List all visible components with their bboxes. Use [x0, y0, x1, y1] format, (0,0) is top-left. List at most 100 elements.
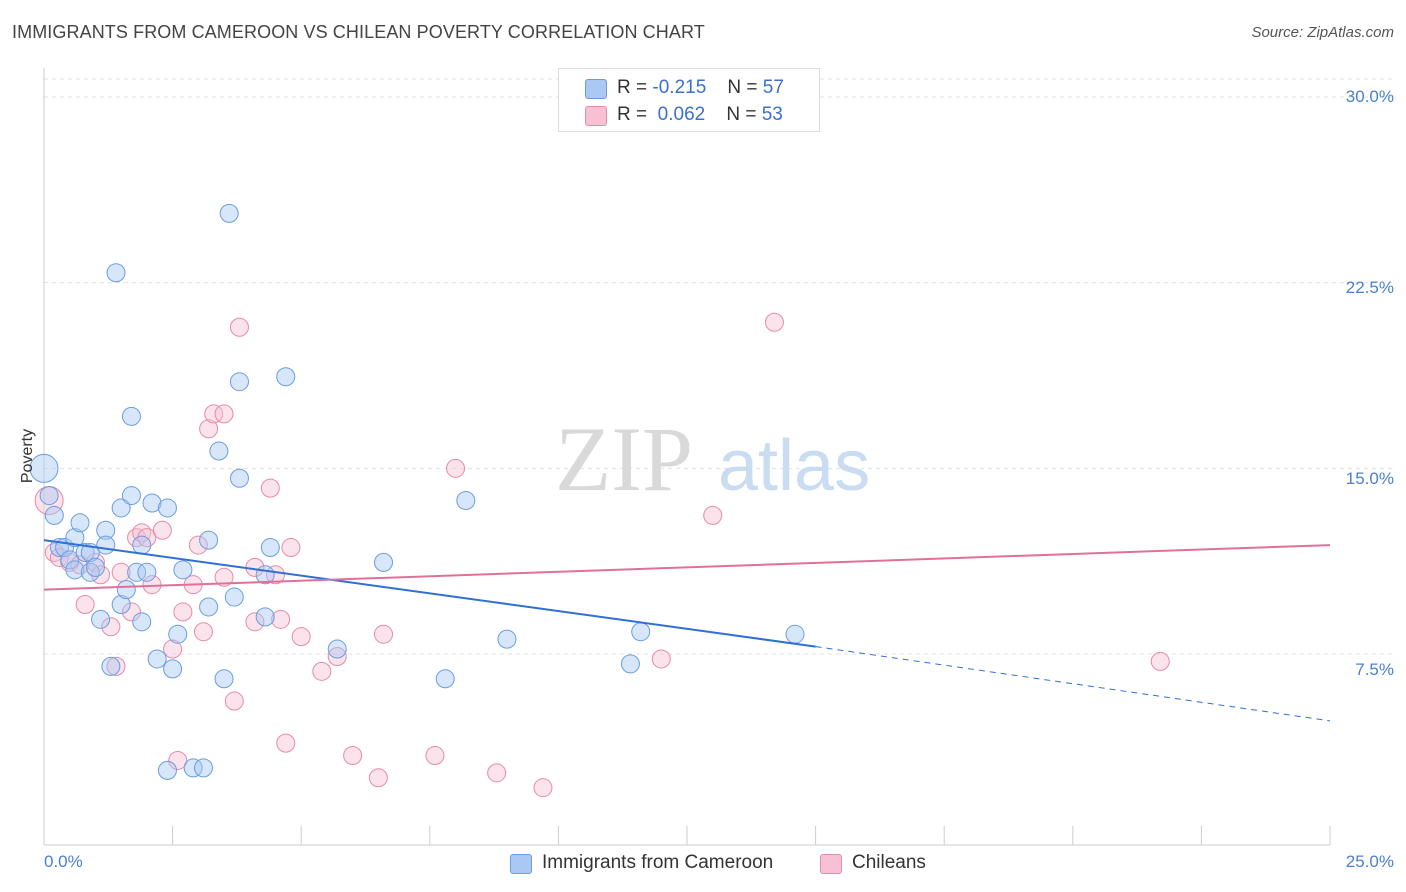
data-point: [147, 649, 167, 669]
data-point: [101, 656, 121, 676]
data-point: [60, 550, 80, 570]
data-point: [343, 745, 363, 765]
data-point: [260, 538, 280, 558]
data-point: [173, 560, 193, 580]
data-point: [703, 505, 723, 525]
data-point: [193, 758, 213, 778]
data-point: [70, 513, 90, 533]
legend-label-chileans: Chileans: [852, 852, 926, 873]
data-point: [111, 498, 131, 518]
y-axis-label: Poverty: [19, 428, 36, 484]
data-point: [435, 669, 455, 689]
data-point: [75, 543, 95, 563]
data-point: [111, 594, 131, 614]
data-point: [75, 594, 95, 614]
correlation-legend: R = -0.215 N = 57 R = 0.062 N = 53: [558, 68, 820, 132]
y-tick-label: 22.5%: [1345, 278, 1394, 297]
data-point: [163, 639, 183, 659]
data-point: [487, 763, 507, 783]
data-point: [85, 557, 105, 577]
data-point: [121, 486, 141, 506]
data-point: [157, 760, 177, 780]
data-point: [291, 627, 311, 647]
data-point: [137, 562, 157, 582]
data-point: [229, 372, 249, 392]
data-point: [446, 458, 466, 478]
data-point: [29, 453, 59, 483]
legend-r-value-chileans: 0.062: [657, 104, 706, 125]
watermark-atlas: atlas: [718, 426, 870, 506]
x-tick-label-max: 25.0%: [1345, 852, 1394, 871]
data-point: [44, 505, 64, 525]
data-point: [106, 263, 126, 283]
legend-swatch-cameroon: [510, 854, 532, 874]
data-point: [183, 758, 203, 778]
data-point: [651, 649, 671, 669]
data-point: [65, 560, 85, 580]
data-point: [327, 646, 347, 666]
data-point: [271, 609, 291, 629]
data-point: [1150, 651, 1170, 671]
legend-n-label: N =: [727, 77, 758, 98]
data-point: [214, 669, 234, 689]
legend-r-label: R =: [617, 104, 648, 125]
trend-line-chileans: [43, 544, 1331, 591]
legend-n-value-chileans: 53: [761, 104, 783, 125]
data-point: [199, 530, 219, 550]
watermark-zip: ZIP: [555, 408, 693, 510]
trend-line-cameroon-extrapolated: [815, 646, 1331, 722]
data-point: [374, 624, 394, 644]
data-point: [224, 587, 244, 607]
x-tick-label-min: 0.0%: [44, 852, 83, 871]
data-point: [764, 312, 784, 332]
data-point: [631, 622, 651, 642]
data-point: [168, 750, 188, 770]
legend-n-value-cameroon: 57: [762, 77, 784, 98]
data-point: [229, 317, 249, 337]
data-point: [121, 406, 141, 426]
data-point: [91, 609, 111, 629]
data-point: [39, 486, 59, 506]
data-point: [255, 607, 275, 627]
axes: [43, 68, 1331, 846]
chart-title: IMMIGRANTS FROM CAMEROON VS CHILEAN POVE…: [12, 22, 705, 42]
data-point: [497, 629, 517, 649]
data-point: [96, 535, 116, 555]
data-point: [214, 567, 234, 587]
data-point: [132, 612, 152, 632]
watermark: ZIP atlas: [555, 408, 870, 510]
data-point: [199, 597, 219, 617]
data-point: [152, 520, 172, 540]
data-point: [127, 562, 147, 582]
data-point: [214, 404, 234, 424]
trend-lines: [43, 539, 1331, 722]
data-point: [229, 468, 249, 488]
data-point: [224, 691, 244, 711]
y-tick-label: 7.5%: [1355, 660, 1394, 679]
legend-swatch-cameroon: [585, 79, 607, 99]
y-tick-label: 30.0%: [1345, 87, 1394, 106]
data-point: [245, 612, 265, 632]
data-point: [533, 778, 553, 798]
data-point: [620, 654, 640, 674]
data-point: [219, 203, 239, 223]
data-point: [157, 498, 177, 518]
series-cameroon: [29, 203, 805, 780]
series-chileans: [34, 312, 1170, 798]
data-point: [142, 493, 162, 513]
data-point: [116, 580, 136, 600]
data-point: [111, 562, 131, 582]
data-point: [281, 538, 301, 558]
legend-swatch-chileans: [585, 106, 607, 126]
data-point: [260, 478, 280, 498]
data-point: [173, 602, 193, 622]
data-point: [456, 491, 476, 511]
data-point: [265, 565, 285, 585]
data-point: [85, 552, 105, 572]
data-point: [106, 656, 126, 676]
data-point: [168, 624, 188, 644]
data-point: [204, 404, 224, 424]
data-point: [101, 617, 121, 637]
data-point: [188, 535, 208, 555]
